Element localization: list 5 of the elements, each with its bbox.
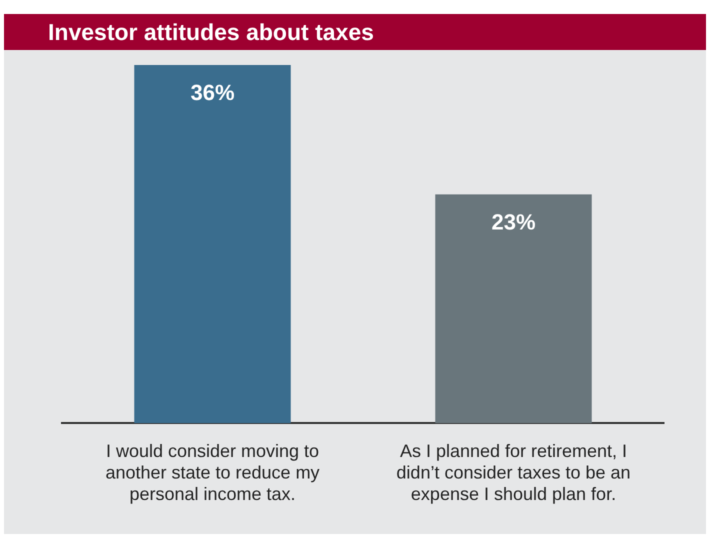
x-tick-label: I would consider moving to another state to reduce my personal income tax. (105, 440, 320, 504)
chart-title: Investor attitudes about taxes (4, 14, 706, 50)
data-label: 36% (190, 80, 235, 106)
x-tick-label: As I planned for retirement, I didn’t consider taxes to be an expense I should plan for. (396, 440, 631, 504)
data-label: 23% (491, 209, 536, 234)
